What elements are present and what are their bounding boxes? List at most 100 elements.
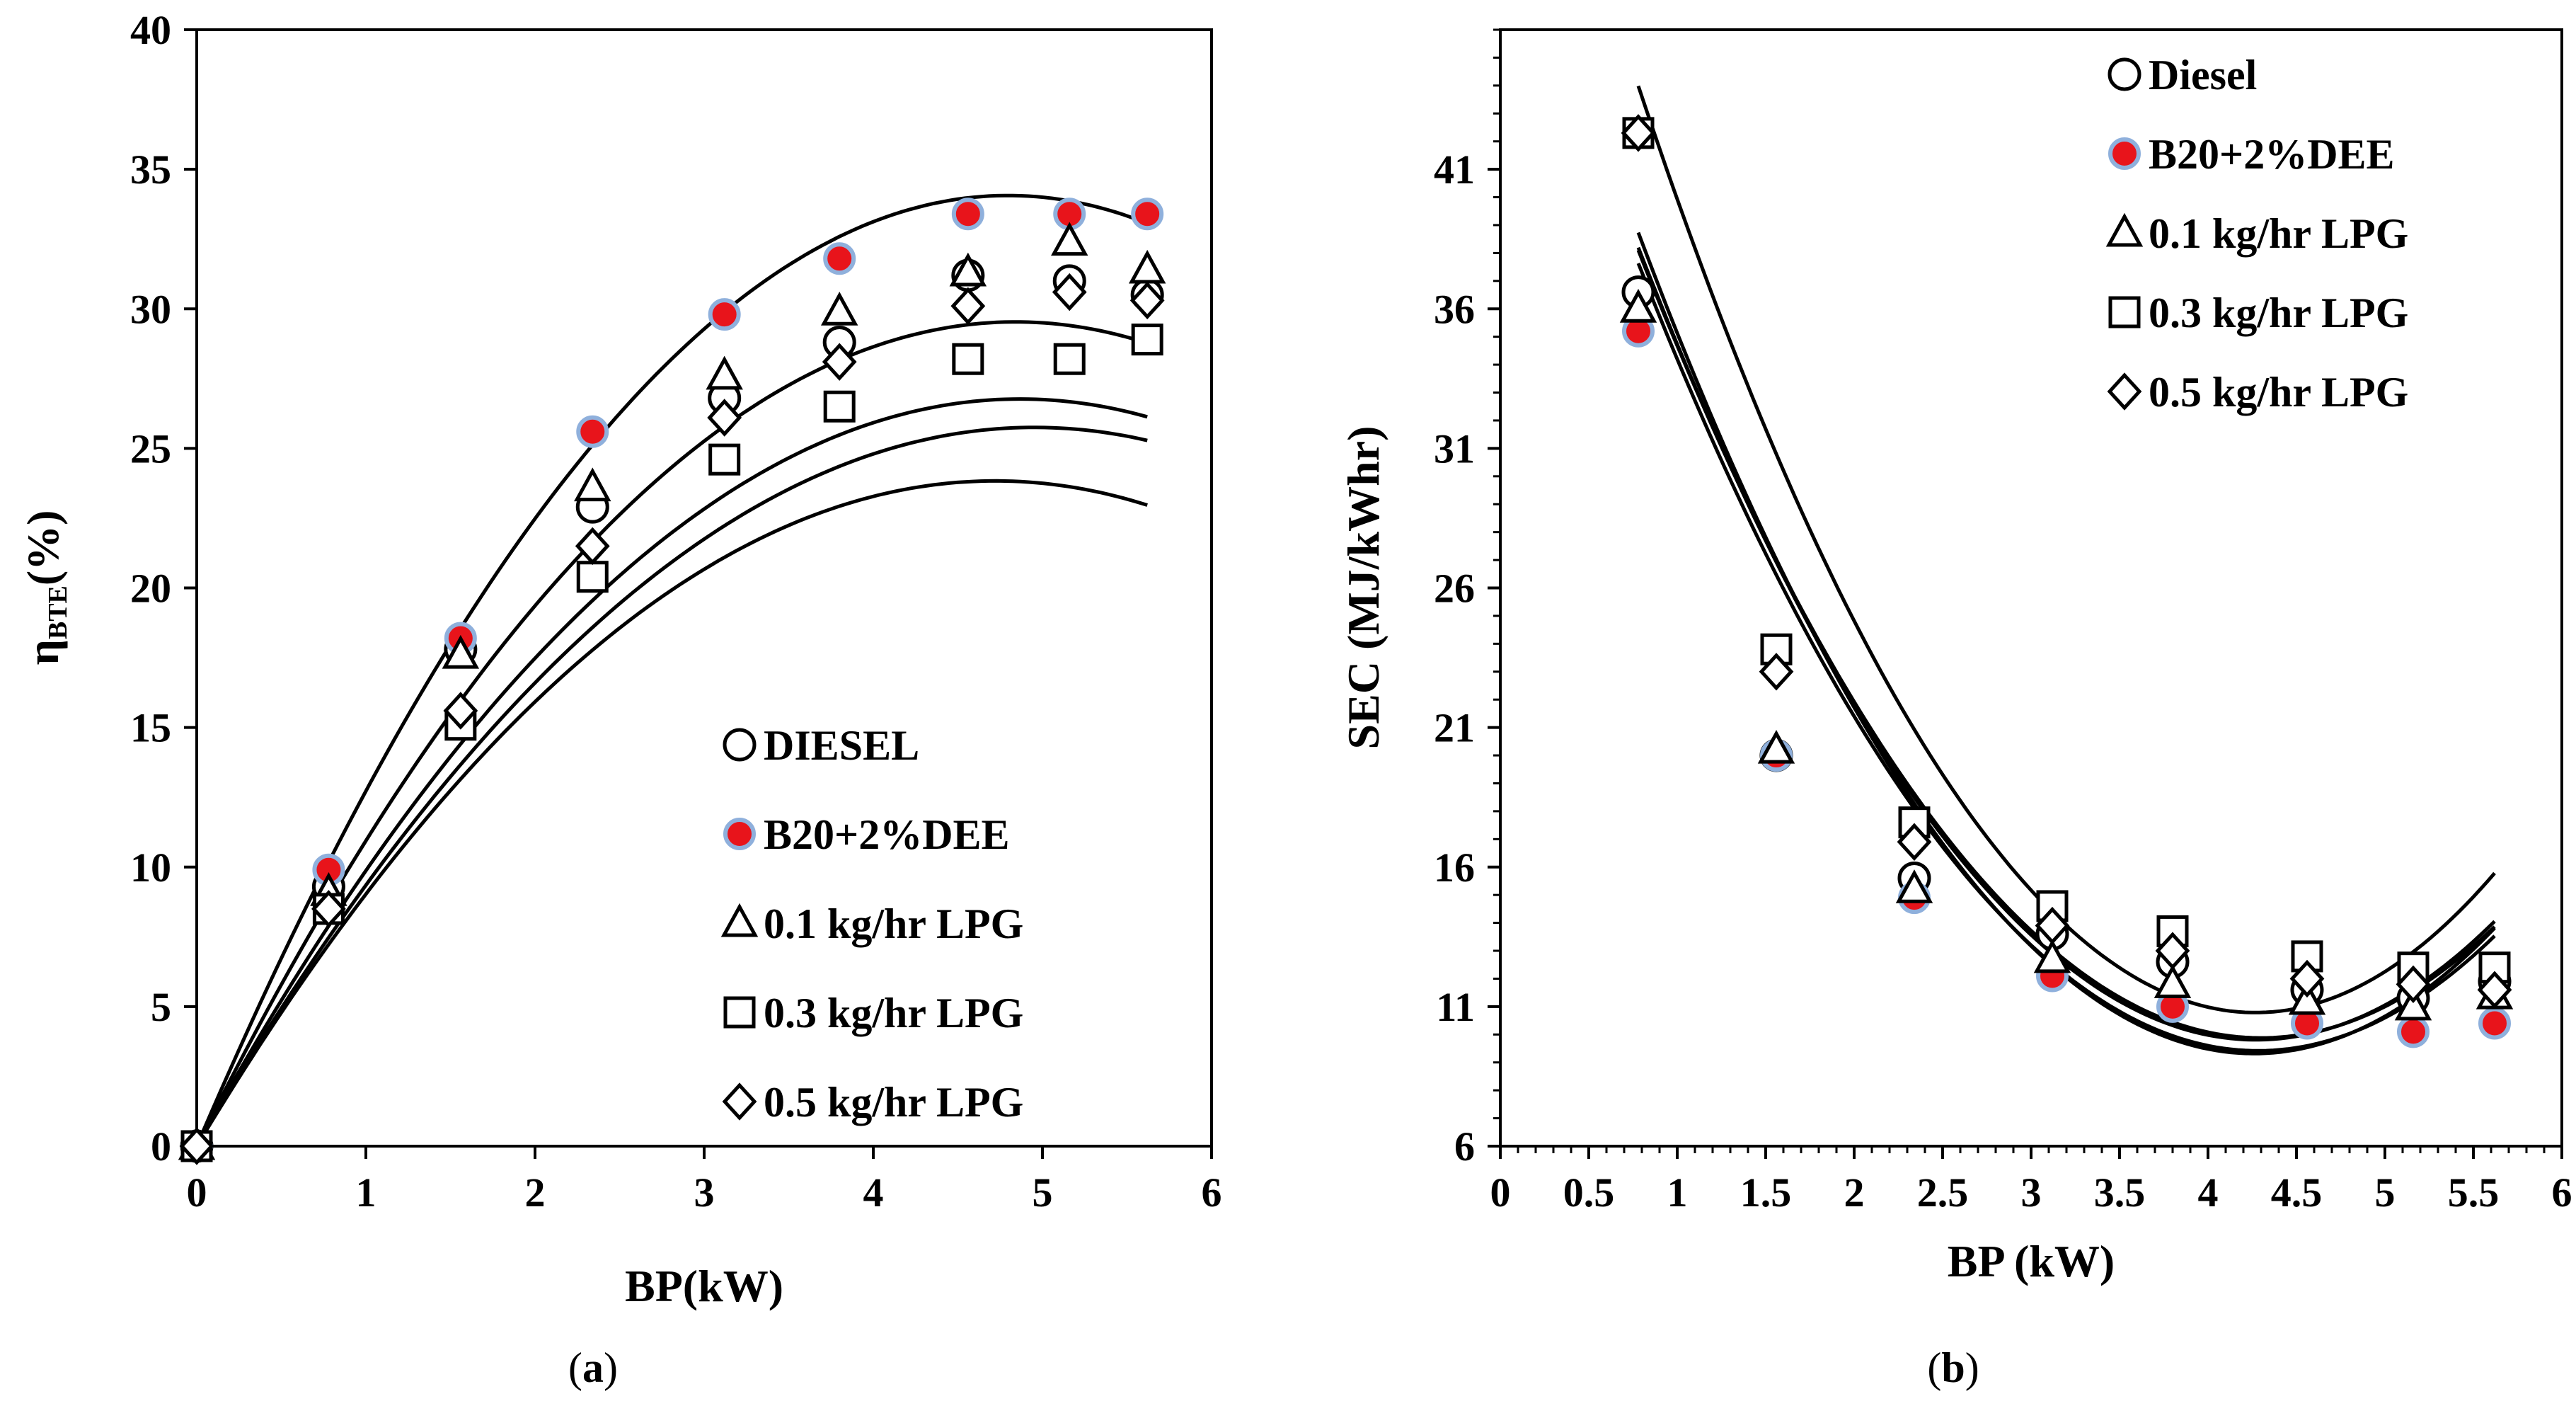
- chart-b-legend-marker-b20-2-dee: [2108, 137, 2141, 170]
- chart-a-point-0-5-kg-hr-lpg: [1052, 273, 1087, 311]
- chart-a-point-b20-2-dee: [951, 198, 984, 231]
- chart-a-point-b20-2-dee: [576, 415, 609, 448]
- chart-b-point-0-5-kg-hr-lpg: [1897, 823, 1932, 861]
- chart-b-caption-close: ): [1965, 1344, 1979, 1391]
- chart-a-y-tick-label: 40: [130, 7, 171, 53]
- chart-a-legend-marker-0-5-kg-hr-lpg: [722, 1082, 757, 1121]
- chart-b-ticks: 0 0.5 1 1.5 2 2.5 3 3.5 4 4.5 5 5.5 6 6 11 16 21 26 31 36 41: [1434, 28, 2572, 1216]
- chart-b-legend-label-0-5-kg-hr-lpg: 0.5 kg/hr LPG: [2149, 369, 2408, 416]
- chart-a-point-0-3-kg-hr-lpg: [1053, 343, 1086, 375]
- chart-a-y-tick-label: 15: [130, 705, 171, 751]
- chart-b-legend: Diesel B20+2%DEE 0.1 kg/hr LPG 0.3 kg/hr LP…: [2105, 52, 2408, 416]
- chart-a-fit-0-5-kg-hr-lpg: [195, 397, 1148, 1148]
- chart-b-legend-label-b20-2-dee: B20+2%DEE: [2149, 131, 2395, 178]
- chart-a-x-tick-label: 6: [1202, 1170, 1222, 1216]
- chart-a-y-tick-label: 5: [151, 984, 171, 1030]
- chart-a-fit-0-1-kg-hr-lpg: [195, 320, 1148, 1148]
- chart-a-x-tick-label: 0: [187, 1170, 207, 1216]
- chart-a-y-label-sub: BTE: [43, 585, 73, 639]
- chart-a-point-0-5-kg-hr-lpg: [950, 287, 986, 326]
- chart-b-y-tick-label: 21: [1434, 705, 1475, 751]
- chart-a-data-points: [178, 198, 1166, 1165]
- chart-a-point-b20-2-dee: [823, 242, 856, 275]
- chart-a-legend-label-0-1-kg-hr-lpg: 0.1 kg/hr LPG: [764, 900, 1023, 947]
- chart-a-legend-marker-b20-2-dee: [723, 818, 756, 850]
- chart-b-y-axis-label: SEC (MJ/kWhr): [1338, 426, 1388, 750]
- chart-a-fit-diesel: [195, 479, 1148, 1148]
- chart-a-point-0-1-kg-hr-lpg: [706, 355, 743, 390]
- chart-a-point-0-3-kg-hr-lpg: [952, 343, 984, 375]
- chart-b-point-0-1-kg-hr-lpg: [2394, 986, 2432, 1021]
- chart-a-y-tick-label: 20: [130, 566, 171, 612]
- chart-a-y-tick-label: 30: [130, 286, 171, 332]
- chart-a-legend-marker-diesel: [723, 728, 757, 762]
- chart-a-point-0-1-kg-hr-lpg: [949, 252, 987, 287]
- chart-a-y-axis-label: ηBTE(%): [18, 510, 73, 665]
- chart-b-x-tick-label: 5: [2375, 1170, 2396, 1216]
- chart-b-x-tick-label: 6: [2552, 1170, 2572, 1216]
- chart-b-point-b20-2-dee: [2397, 1015, 2430, 1048]
- chart-a-point-0-3-kg-hr-lpg: [823, 390, 856, 423]
- chart-b-point-0-5-kg-hr-lpg: [2035, 906, 2070, 945]
- chart-a-caption: (a): [568, 1344, 618, 1391]
- chart-b-x-tick-label: 0.5: [1563, 1170, 1615, 1216]
- chart-a-x-axis-label: BP(kW): [625, 1261, 783, 1311]
- chart-b-y-tick-label: 36: [1434, 286, 1475, 332]
- chart-a-point-0-3-kg-hr-lpg: [708, 443, 741, 476]
- chart-b: 0 0.5 1 1.5 2 2.5 3 3.5 4 4.5 5 5.5 6 6 11 16 21 26 31 36 41…: [1338, 28, 2572, 1391]
- chart-b-y-tick-label: 16: [1434, 845, 1475, 891]
- chart-a-point-b20-2-dee: [1131, 198, 1164, 231]
- chart-a-point-0-1-kg-hr-lpg: [820, 292, 858, 326]
- chart-b-point-0-5-kg-hr-lpg: [2477, 971, 2512, 1009]
- chart-a-point-0-3-kg-hr-lpg: [576, 561, 609, 593]
- chart-a-x-tick-label: 5: [1033, 1170, 1053, 1216]
- chart-a-point-b20-2-dee: [708, 298, 741, 331]
- chart-b-data-points: [1619, 114, 2514, 1048]
- chart-b-x-tick-label: 4: [2198, 1170, 2219, 1216]
- chart-b-y-tick-label: 11: [1436, 984, 1475, 1030]
- chart-b-x-tick-label: 4.5: [2271, 1170, 2323, 1216]
- chart-b-y-tick-label: 41: [1434, 147, 1475, 193]
- chart-a-point-0-5-kg-hr-lpg: [707, 399, 742, 437]
- chart-a-ticks: 0 1 2 3 4 5 6 0 5 10 15 20 25 30 35 40: [130, 7, 1222, 1216]
- chart-a-point-0-5-kg-hr-lpg: [1129, 281, 1165, 320]
- chart-b-x-axis-label: BP (kW): [1948, 1236, 2115, 1286]
- chart-a-y-tick-label: 10: [130, 845, 171, 891]
- chart-b-y-tick-label: 6: [1454, 1123, 1475, 1170]
- chart-b-point-0-1-kg-hr-lpg: [2288, 980, 2326, 1015]
- chart-a-fit-0-3-kg-hr-lpg: [195, 425, 1148, 1148]
- chart-b-x-tick-label: 2.5: [1917, 1170, 1969, 1216]
- chart-a-x-tick-label: 4: [863, 1170, 884, 1216]
- chart-b-point-0-1-kg-hr-lpg: [2154, 964, 2192, 998]
- chart-a-point-0-5-kg-hr-lpg: [443, 692, 478, 730]
- chart-b-legend-marker-0-3-kg-hr-lpg: [2108, 296, 2141, 328]
- chart-a-legend-label-0-5-kg-hr-lpg: 0.5 kg/hr LPG: [764, 1079, 1023, 1126]
- chart-b-caption: (b): [1927, 1344, 1979, 1391]
- chart-b-x-tick-label: 0: [1490, 1170, 1511, 1216]
- chart-a-fit-b20-2-dee: [195, 193, 1149, 1147]
- chart-a-legend: DIESEL B20+2%DEE 0.1 kg/hr LPG 0.3 kg/hr LP…: [720, 722, 1023, 1126]
- chart-a-legend-label-b20-2-dee: B20+2%DEE: [764, 811, 1010, 858]
- chart-b-x-tick-label: 5.5: [2448, 1170, 2500, 1216]
- chart-b-legend-marker-0-5-kg-hr-lpg: [2107, 372, 2142, 411]
- chart-b-x-tick-label: 1: [1667, 1170, 1688, 1216]
- chart-a-x-tick-label: 3: [694, 1170, 715, 1216]
- chart-a-caption-close: ): [604, 1344, 618, 1391]
- chart-a-x-tick-label: 1: [356, 1170, 376, 1216]
- chart-a-point-0-1-kg-hr-lpg: [1128, 249, 1166, 284]
- chart-a-point-0-1-kg-hr-lpg: [442, 634, 480, 669]
- chart-a-y-label-eta: η: [18, 639, 68, 665]
- chart-b-point-0-5-kg-hr-lpg: [2396, 965, 2431, 1004]
- chart-b-point-0-5-kg-hr-lpg: [1759, 653, 1794, 691]
- chart-b-y-tick-label: 26: [1434, 566, 1475, 612]
- chart-a-y-tick-label: 25: [130, 425, 171, 471]
- chart-a-caption-open: (: [568, 1344, 582, 1391]
- chart-b-x-tick-label: 2: [1844, 1170, 1865, 1216]
- chart-a-point-0-3-kg-hr-lpg: [1131, 324, 1163, 356]
- chart-b-point-0-1-kg-hr-lpg: [1757, 729, 1795, 764]
- chart-b-caption-letter: b: [1941, 1344, 1965, 1391]
- chart-a-point-0-5-kg-hr-lpg: [822, 343, 857, 381]
